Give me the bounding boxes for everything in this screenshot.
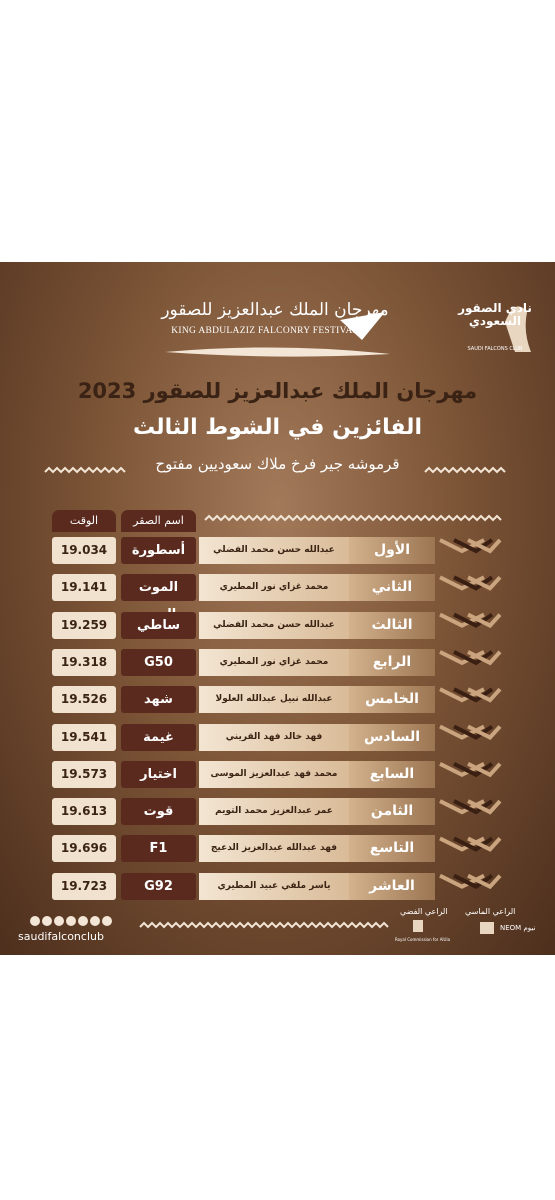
owner: محمد غزاي نور المطيري — [199, 574, 349, 602]
header-falcon: اسم الصقر — [121, 510, 196, 532]
rank: السادس — [349, 723, 435, 751]
chevron — [467, 650, 502, 666]
time: 19.613 — [52, 798, 116, 826]
festival-logo-en: KING ABDULAZIZ FALCONRY FESTIVAL — [171, 326, 359, 336]
chevron — [453, 612, 494, 628]
alula: Royal Commission for AlUla — [395, 937, 451, 942]
falcon-name: أسطورة — [121, 537, 196, 564]
zigzag — [204, 514, 502, 522]
chevron — [453, 724, 494, 740]
club-falcon — [505, 306, 531, 352]
chevron — [467, 612, 502, 629]
chevron — [467, 575, 502, 591]
time: 19.696 — [52, 835, 116, 863]
rank: الخامس — [349, 686, 435, 714]
festival-logo-ar: مهرجان الملك عبدالعزيز للصقور — [161, 300, 389, 320]
rank: التاسع — [349, 835, 435, 863]
chevron — [453, 687, 494, 703]
time: 19.723 — [52, 872, 116, 900]
owner: محمد فهد عبدالعزيز الموسى — [199, 760, 349, 788]
owner: محمد غزاي نور المطيري — [199, 648, 349, 676]
chevron — [453, 836, 494, 852]
chevron — [467, 799, 502, 815]
falcon-name: G92 — [121, 872, 196, 900]
falcon-name: ساطي — [121, 611, 196, 639]
zigzag-ornaments — [44, 466, 506, 929]
rank: الثالث — [349, 611, 435, 639]
silver-sponsor: الراعي الفضي — [400, 907, 448, 916]
website: saudifalconclub — [18, 930, 104, 943]
neom: نيوم NEOM — [500, 924, 536, 932]
zigzag — [424, 466, 506, 474]
owner: عمر عبدالعزيز محمد التويم — [199, 798, 349, 826]
time: 19.259 — [52, 611, 116, 639]
decorations — [30, 306, 531, 934]
chevron — [453, 799, 494, 815]
zigzag — [44, 466, 126, 474]
chevron — [467, 538, 502, 554]
time: 19.541 — [52, 723, 116, 751]
neom-logo — [480, 922, 494, 934]
time: 19.141 — [52, 574, 116, 602]
falcon-name: غيمة — [121, 723, 196, 751]
falcon-name: الموت الحمر — [121, 574, 196, 622]
chevron — [467, 873, 502, 890]
header-time: الوقت — [52, 510, 116, 532]
falcon-name: شهد — [121, 686, 196, 714]
subtitle: الفائزين في الشوط الثالث — [133, 415, 422, 440]
alula-logo — [413, 920, 423, 932]
rank: الثاني — [349, 574, 435, 602]
diamond-sponsor: الراعي الماسي — [465, 907, 516, 916]
zigzag — [139, 921, 389, 929]
chevron — [453, 650, 494, 666]
owner: عبدالله حسن محمد الفضلي — [199, 611, 349, 639]
club-logo-en: SAUDI FALCONS CLUB — [467, 346, 523, 352]
falcon-name: F1 — [121, 835, 196, 863]
time: 19.526 — [52, 686, 116, 714]
owner: عبدالله نبيل عبدالله العلولا — [199, 686, 349, 714]
chevron — [467, 762, 502, 778]
owner: فهد عبدالله عبدالعزيز الدعيج — [199, 835, 349, 863]
chevrons — [439, 538, 502, 890]
chevron — [467, 836, 502, 852]
owner: ياسر ملفي عبيد المطيري — [199, 872, 349, 900]
poster: مهرجان الملك عبدالعزيز للصقور KING ABDUL… — [0, 262, 555, 955]
chevron — [453, 575, 494, 591]
rank: الأول — [349, 537, 435, 564]
rank: الرابع — [349, 648, 435, 676]
rank: العاشر — [349, 872, 435, 900]
falcon-name: اختيار — [121, 760, 196, 788]
falcon-wing-logo — [340, 312, 385, 340]
feather — [165, 347, 390, 357]
chevron — [453, 538, 494, 554]
owner: عبدالله حسن محمد الفضلي — [199, 537, 349, 564]
club-logo-ar: نادي الصقور السعودي — [458, 301, 532, 328]
owner: فهد خالد فهد القريني — [199, 723, 349, 751]
category: قرموشه جير فرخ ملاك سعوديين مفتوح — [155, 455, 400, 473]
time: 19.034 — [52, 537, 116, 564]
falcon-name: قوت — [121, 798, 196, 826]
chevron — [467, 724, 502, 740]
time: 19.573 — [52, 760, 116, 788]
title: مهرجان الملك عبدالعزيز للصقور 2023 — [77, 379, 478, 403]
falcon-name: G50 — [121, 648, 196, 676]
social-icons — [30, 916, 112, 926]
rank: السابع — [349, 760, 435, 788]
chevron — [453, 762, 494, 778]
time: 19.318 — [52, 648, 116, 676]
chevron — [453, 873, 494, 890]
chevron — [467, 687, 502, 703]
rank: الثامن — [349, 798, 435, 826]
